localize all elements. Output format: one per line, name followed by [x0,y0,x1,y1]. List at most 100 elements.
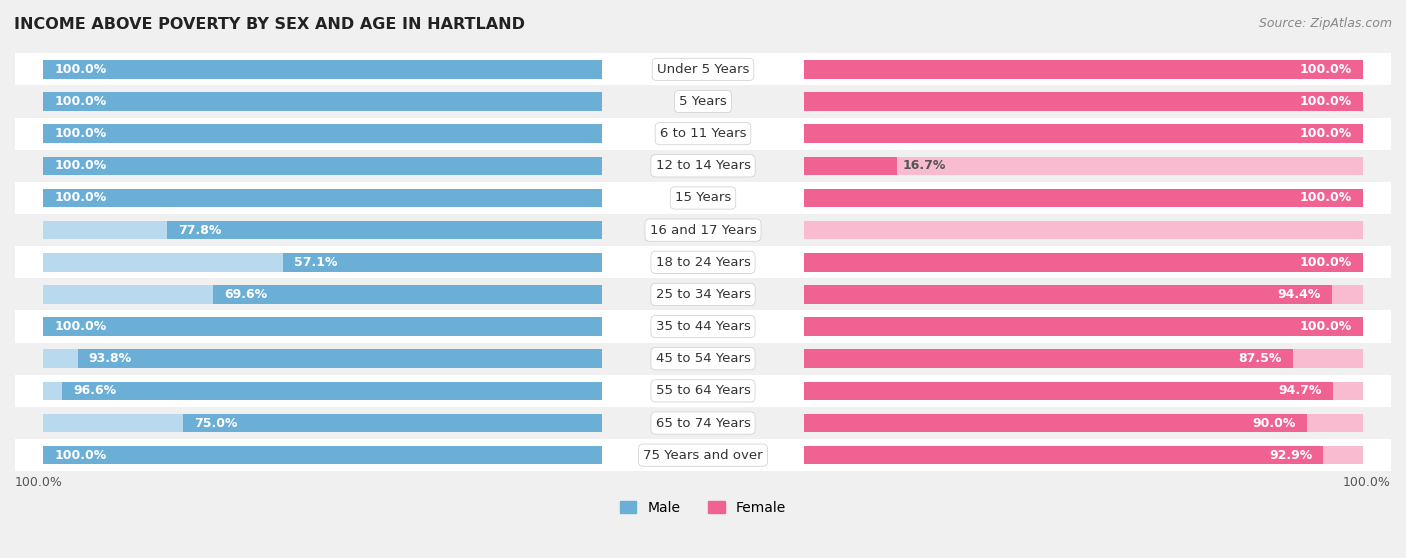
Bar [15,407,1391,439]
Text: 75 Years and over: 75 Years and over [643,449,763,461]
Bar [44,124,602,143]
Text: 77.8%: 77.8% [179,224,222,237]
Text: 5 Years: 5 Years [679,95,727,108]
Text: 100.0%: 100.0% [55,95,107,108]
Text: INCOME ABOVE POVERTY BY SEX AND AGE IN HARTLAND: INCOME ABOVE POVERTY BY SEX AND AGE IN H… [14,17,524,32]
Text: 94.7%: 94.7% [1279,384,1322,397]
Bar [804,124,1362,143]
Text: 100.0%: 100.0% [15,476,63,489]
Bar [804,253,1362,272]
Text: 18 to 24 Years: 18 to 24 Years [655,256,751,269]
Text: 25 to 34 Years: 25 to 34 Years [655,288,751,301]
Bar [44,285,602,304]
Bar [44,221,602,239]
Text: 69.6%: 69.6% [224,288,267,301]
Bar [77,349,602,368]
Text: 90.0%: 90.0% [1253,416,1296,430]
Bar [804,413,1362,432]
Bar [44,349,602,368]
Bar [804,221,1362,239]
Bar [167,221,602,239]
Bar [804,92,1362,111]
Bar [44,253,602,272]
Text: 100.0%: 100.0% [1299,320,1351,333]
Text: 100.0%: 100.0% [55,449,107,461]
Text: 94.4%: 94.4% [1277,288,1320,301]
Bar [15,85,1391,118]
Text: 93.8%: 93.8% [89,352,132,365]
Text: 100.0%: 100.0% [55,63,107,76]
Bar [15,343,1391,375]
Bar [15,182,1391,214]
Bar [804,156,897,175]
Legend: Male, Female: Male, Female [614,496,792,521]
Bar [44,318,602,336]
Text: 100.0%: 100.0% [1299,127,1351,140]
Bar [44,156,602,175]
Bar [15,214,1391,246]
Text: 16.7%: 16.7% [903,160,946,172]
Bar [15,54,1391,85]
Text: Under 5 Years: Under 5 Years [657,63,749,76]
Text: 16 and 17 Years: 16 and 17 Years [650,224,756,237]
Bar [804,382,1333,400]
Text: 87.5%: 87.5% [1239,352,1282,365]
Text: 15 Years: 15 Years [675,191,731,204]
Bar [44,92,602,111]
Bar [44,318,602,336]
Text: 96.6%: 96.6% [73,384,117,397]
Bar [44,446,602,464]
Text: 75.0%: 75.0% [194,416,238,430]
Text: 65 to 74 Years: 65 to 74 Years [655,416,751,430]
Bar [44,156,602,175]
Bar [44,60,602,79]
Text: 100.0%: 100.0% [1299,256,1351,269]
Bar [44,60,602,79]
Bar [44,189,602,208]
Bar [44,92,602,111]
Text: 12 to 14 Years: 12 to 14 Years [655,160,751,172]
Text: 57.1%: 57.1% [294,256,337,269]
Bar [44,382,602,400]
Text: 100.0%: 100.0% [1299,63,1351,76]
Bar [804,60,1362,79]
Bar [804,318,1362,336]
Text: 45 to 54 Years: 45 to 54 Years [655,352,751,365]
Text: 100.0%: 100.0% [55,160,107,172]
Text: 100.0%: 100.0% [1299,191,1351,204]
Bar [804,349,1294,368]
Bar [44,189,602,208]
Text: 100.0%: 100.0% [55,191,107,204]
Text: 55 to 64 Years: 55 to 64 Years [655,384,751,397]
Bar [804,60,1362,79]
Bar [15,375,1391,407]
Bar [15,278,1391,310]
Bar [15,439,1391,472]
Bar [804,253,1362,272]
Text: 35 to 44 Years: 35 to 44 Years [655,320,751,333]
Bar [804,413,1308,432]
Text: 100.0%: 100.0% [1343,476,1391,489]
Bar [804,92,1362,111]
Bar [804,189,1362,208]
Text: Source: ZipAtlas.com: Source: ZipAtlas.com [1258,17,1392,30]
Bar [804,349,1362,368]
Bar [804,318,1362,336]
Bar [804,285,1331,304]
Bar [804,446,1323,464]
Text: 6 to 11 Years: 6 to 11 Years [659,127,747,140]
Bar [214,285,602,304]
Bar [183,413,602,432]
Bar [15,310,1391,343]
Bar [804,285,1362,304]
Bar [62,382,602,400]
Bar [15,150,1391,182]
Text: 100.0%: 100.0% [55,127,107,140]
Bar [15,246,1391,278]
Text: 100.0%: 100.0% [1299,95,1351,108]
Bar [804,124,1362,143]
Bar [804,446,1362,464]
Bar [804,156,1362,175]
Text: 92.9%: 92.9% [1268,449,1312,461]
Bar [44,413,602,432]
